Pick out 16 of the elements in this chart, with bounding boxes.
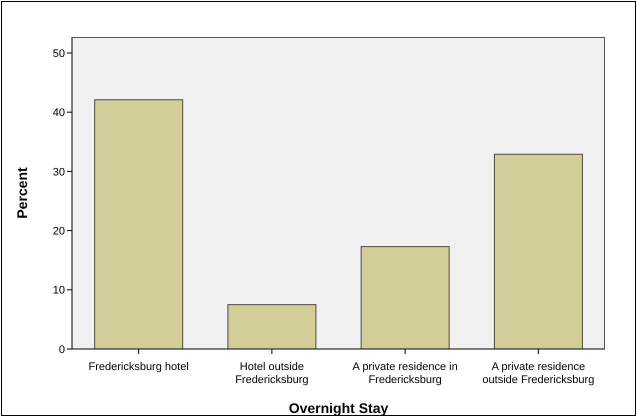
x-tick-label: Hotel outside Fredericksburg (235, 361, 309, 386)
y-tick-label: 20 (52, 226, 65, 238)
y-axis-title: Percent (14, 166, 30, 219)
y-tick-label: 40 (52, 107, 65, 120)
y-tick-label: 0 (58, 344, 65, 356)
x-tick-label: A private residence in Fredericksburg (352, 361, 458, 386)
x-tick-label: Fredericksburg hotel (88, 361, 189, 373)
x-axis-title: Overnight Stay (288, 400, 388, 416)
y-tick-label: 10 (52, 284, 65, 297)
y-tick-label: 30 (52, 166, 65, 178)
bar (94, 99, 184, 349)
bar (360, 246, 450, 349)
x-tick-label: A private residence outside Fredericksburg (482, 361, 594, 386)
bar (494, 154, 583, 349)
bar (227, 304, 316, 349)
y-tick-label: 50 (52, 48, 65, 60)
